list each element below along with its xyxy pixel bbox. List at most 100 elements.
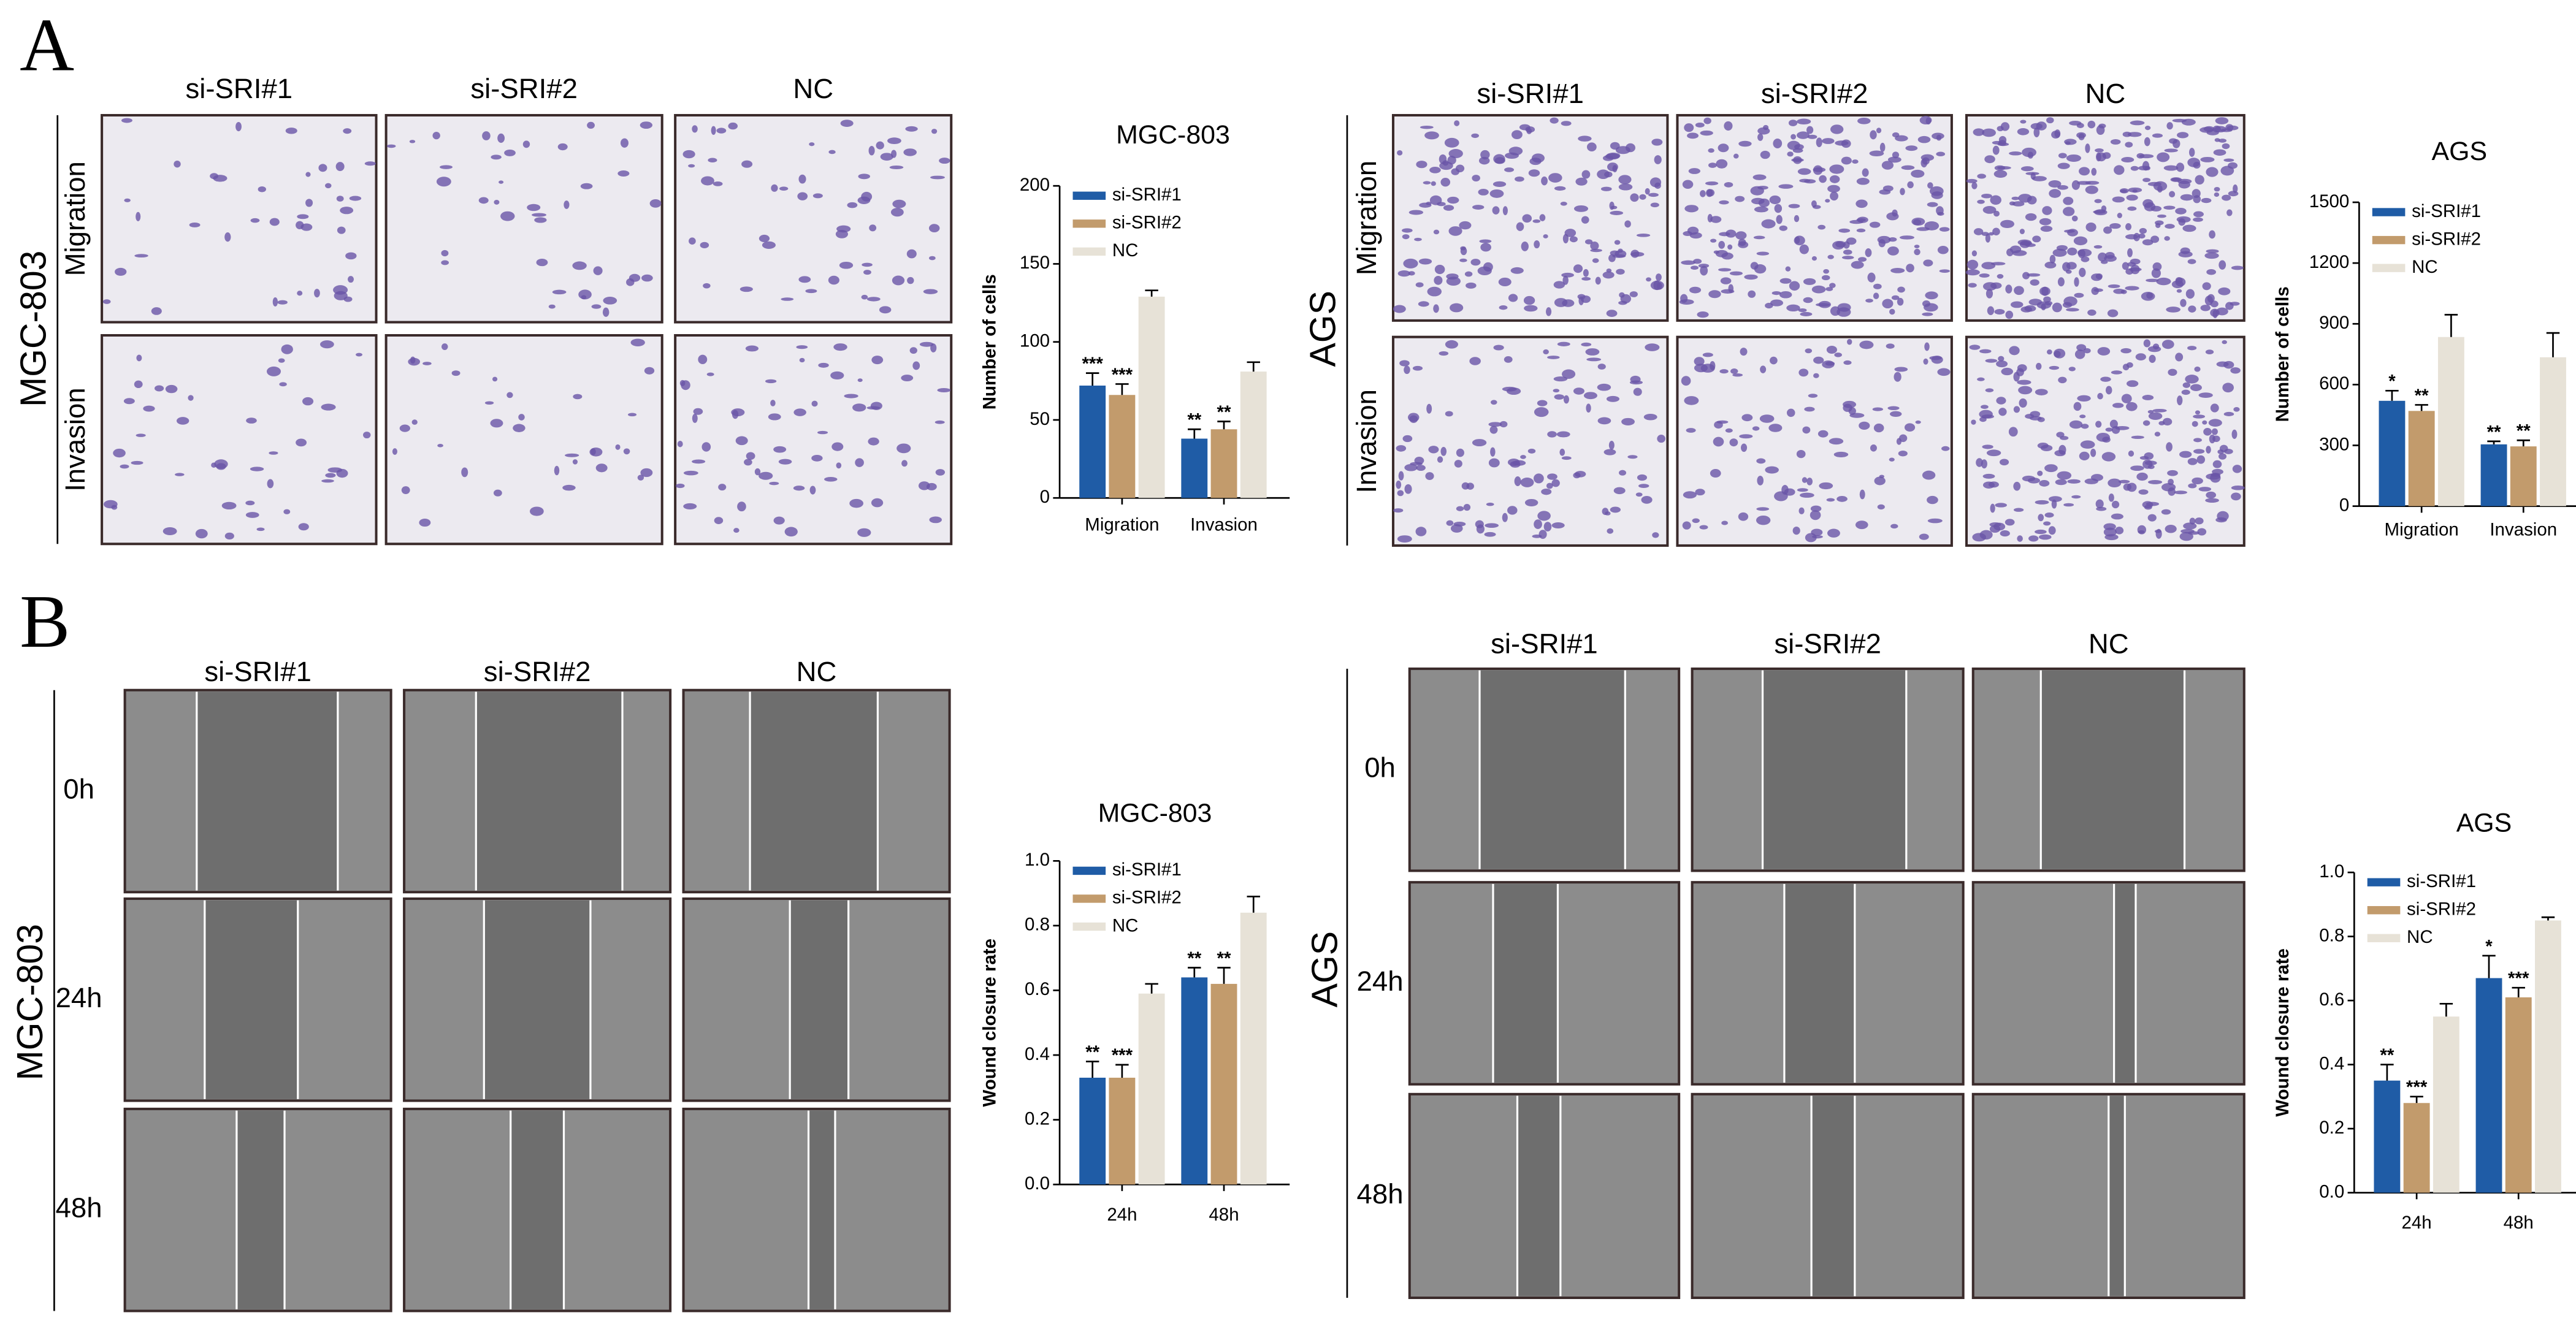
error-bar bbox=[2487, 440, 2501, 444]
cell bbox=[1898, 451, 1908, 457]
cell bbox=[2169, 138, 2177, 144]
cell bbox=[1859, 421, 1870, 430]
cell bbox=[2168, 368, 2177, 376]
cell bbox=[297, 291, 303, 296]
cell bbox=[1584, 239, 1593, 245]
cell bbox=[321, 479, 334, 483]
cell bbox=[1512, 460, 1526, 466]
cell bbox=[1606, 269, 1612, 273]
cell bbox=[2180, 299, 2187, 307]
cell bbox=[2209, 230, 2215, 239]
cell bbox=[683, 470, 698, 476]
cell bbox=[1835, 140, 1849, 146]
cell bbox=[2030, 123, 2043, 130]
error-bar bbox=[2380, 1064, 2394, 1081]
cell bbox=[1719, 232, 1730, 237]
cell bbox=[2201, 197, 2212, 204]
cell bbox=[1992, 227, 2000, 235]
cell bbox=[2000, 530, 2010, 537]
y-tick-label: 0 bbox=[1040, 487, 1050, 507]
cell bbox=[298, 523, 309, 531]
cell bbox=[1418, 258, 1432, 265]
cell bbox=[1514, 476, 1521, 487]
cell bbox=[593, 266, 603, 275]
cell bbox=[1403, 258, 1418, 269]
cell bbox=[2126, 380, 2139, 387]
cell bbox=[1852, 159, 1859, 164]
cell bbox=[1797, 488, 1808, 492]
cell bbox=[1876, 128, 1882, 134]
cell bbox=[1490, 447, 1496, 457]
cell bbox=[1543, 234, 1548, 238]
cell bbox=[2079, 414, 2086, 419]
column-label: si-SRI#1 bbox=[1477, 78, 1584, 109]
cell bbox=[1426, 403, 1432, 414]
cell bbox=[1982, 481, 1995, 489]
cell bbox=[870, 402, 882, 410]
cell bbox=[2223, 411, 2234, 416]
cell bbox=[335, 162, 345, 172]
cell bbox=[1612, 254, 1626, 258]
y-tick-label: 1.0 bbox=[2319, 861, 2344, 882]
cell bbox=[2148, 480, 2163, 484]
cell bbox=[2052, 302, 2062, 313]
cell bbox=[1583, 392, 1597, 400]
cell bbox=[2111, 500, 2120, 509]
cell bbox=[1502, 386, 1517, 392]
legend-label: si-SRI#1 bbox=[1112, 859, 1182, 880]
cell bbox=[325, 183, 332, 189]
cell bbox=[2079, 167, 2090, 176]
cell bbox=[797, 192, 808, 200]
cell bbox=[1856, 218, 1866, 222]
cell bbox=[2231, 486, 2245, 490]
cell bbox=[1752, 426, 1760, 431]
cell bbox=[1695, 122, 1705, 128]
cell bbox=[2220, 166, 2234, 176]
cell bbox=[1740, 348, 1748, 356]
cell bbox=[124, 198, 131, 202]
cell bbox=[1981, 405, 1989, 409]
cell bbox=[189, 223, 201, 227]
error-bar bbox=[1085, 1061, 1099, 1078]
error-bar bbox=[1217, 421, 1231, 430]
cell bbox=[409, 140, 416, 143]
cell bbox=[903, 148, 917, 156]
cell bbox=[831, 442, 844, 451]
cell bbox=[1858, 257, 1867, 262]
micrograph bbox=[123, 1107, 392, 1313]
cell bbox=[1546, 482, 1553, 489]
cell bbox=[1841, 256, 1854, 260]
cell bbox=[2131, 435, 2144, 440]
cell bbox=[1973, 228, 1984, 235]
cell bbox=[1686, 428, 1696, 433]
cell bbox=[1798, 507, 1805, 514]
cell bbox=[1414, 457, 1424, 465]
cell bbox=[2232, 465, 2242, 473]
cell bbox=[1585, 348, 1600, 356]
y-tick-label: 0.6 bbox=[2319, 989, 2344, 1010]
cell bbox=[714, 517, 724, 525]
cell bbox=[2165, 224, 2175, 229]
cell bbox=[857, 528, 871, 537]
cell bbox=[2187, 458, 2198, 465]
cell bbox=[2206, 446, 2211, 454]
cell bbox=[1897, 297, 1904, 306]
legend-swatch bbox=[1072, 922, 1106, 931]
bar bbox=[2505, 997, 2532, 1193]
cell bbox=[318, 164, 327, 172]
cell bbox=[630, 338, 645, 346]
cell bbox=[2118, 479, 2130, 484]
cell bbox=[2063, 197, 2074, 205]
cell bbox=[1515, 176, 1524, 182]
cell bbox=[1748, 290, 1756, 298]
cell bbox=[905, 126, 918, 132]
y-axis-label: Wound closure rate bbox=[979, 939, 999, 1107]
cell bbox=[1470, 259, 1481, 266]
cell bbox=[1965, 269, 1980, 276]
cell bbox=[1616, 269, 1625, 275]
cell bbox=[1851, 261, 1864, 269]
cell bbox=[1977, 377, 1985, 381]
cell bbox=[1813, 167, 1826, 172]
cell bbox=[363, 432, 371, 439]
cell bbox=[1527, 448, 1536, 454]
